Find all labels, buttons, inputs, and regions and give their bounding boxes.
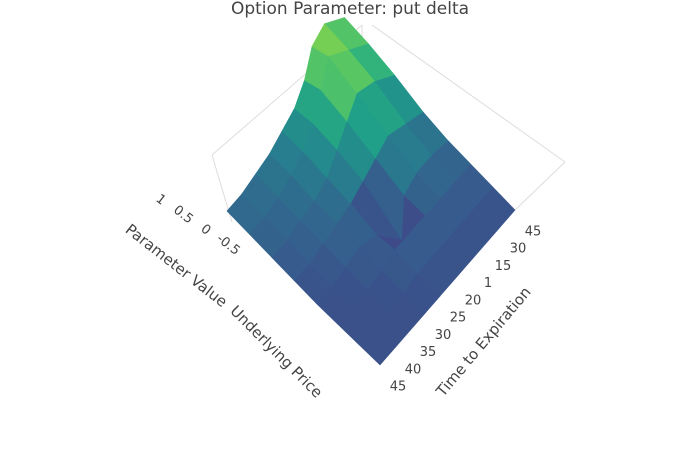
x-tick-label: 45 [390, 380, 407, 395]
chart-title: Option Parameter: put delta [231, 0, 469, 19]
x-tick-label: 30 [510, 242, 527, 257]
box-edge [371, 24, 566, 163]
box-edge [514, 161, 566, 211]
z-tick-label: -0.5 [213, 231, 242, 258]
surface-patch [394, 232, 434, 274]
x-tick-label: 1 [484, 276, 492, 291]
y-axis-title: Underlying Price [226, 302, 326, 402]
x-tick-label: 25 [450, 311, 467, 326]
z-axis-title: Parameter Value [122, 220, 231, 311]
z-tick-label: 0 [198, 222, 214, 239]
x-tick-label: 45 [525, 225, 542, 240]
x-tick-label: 30 [435, 328, 452, 343]
z-tick-label: 0.5 [170, 203, 196, 228]
surface-patch [358, 326, 396, 366]
x-tick-label: 40 [405, 362, 422, 377]
surface-patch [311, 23, 349, 57]
x-tick-label: 35 [420, 345, 437, 360]
x-tick-label: 20 [465, 293, 482, 308]
z-tick-label: 1 [153, 192, 169, 209]
x-tick-label: 15 [495, 259, 512, 274]
